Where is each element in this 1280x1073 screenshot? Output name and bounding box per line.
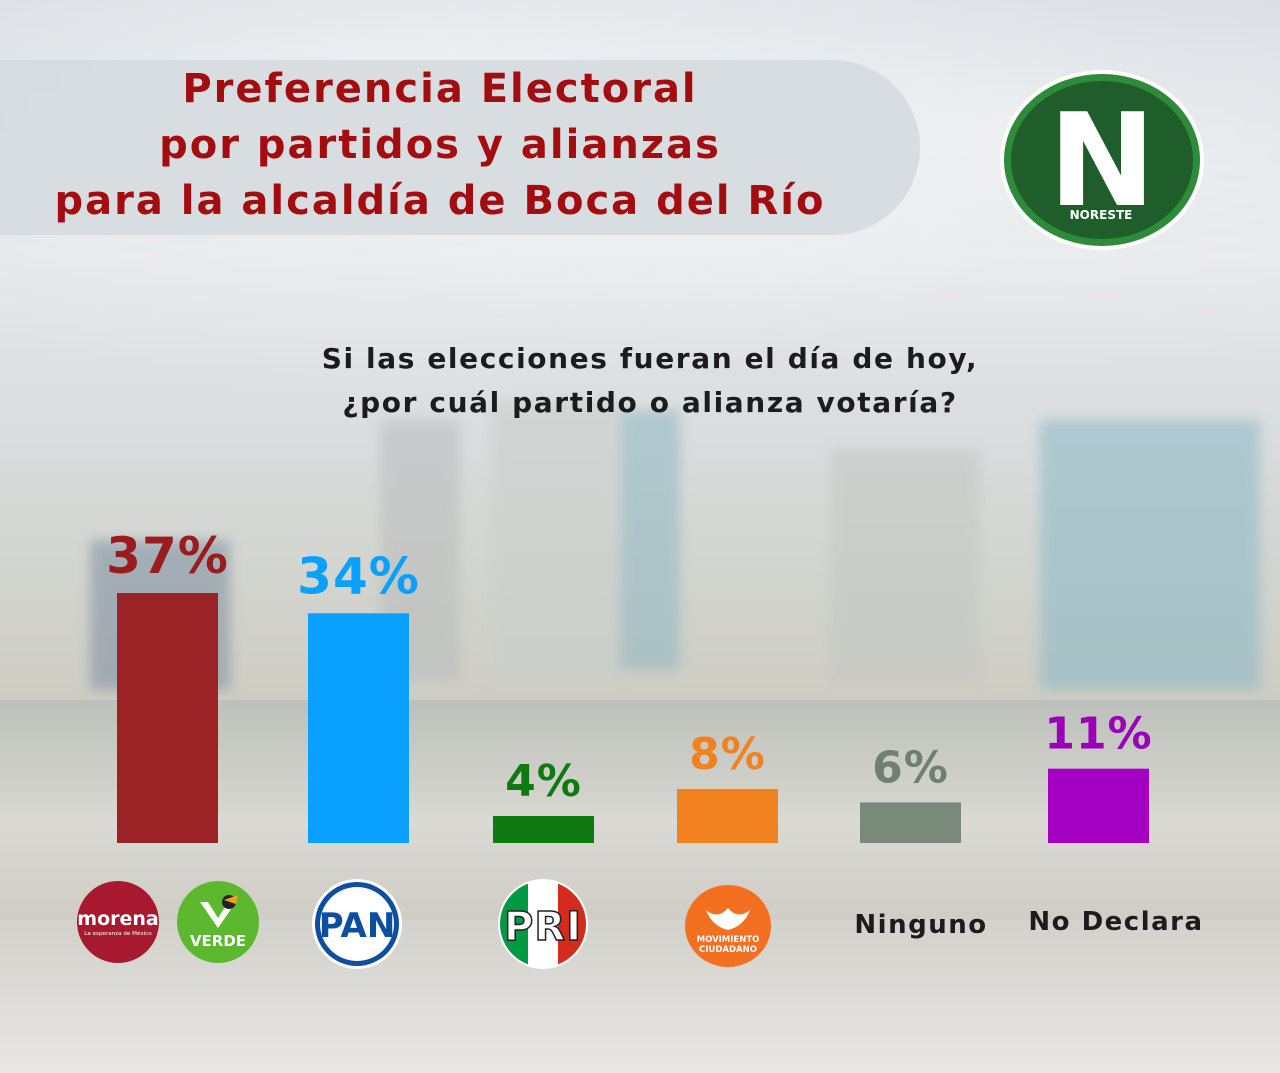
- pan-logo-name: PAN: [319, 906, 396, 946]
- morena-logo-name: morena: [77, 908, 158, 930]
- noreste-logo: N NORESTE: [1000, 70, 1204, 250]
- bar-6: [1048, 768, 1149, 843]
- value-label-4: 8%: [689, 729, 766, 780]
- background-building: [830, 450, 980, 680]
- mc-logo-name-2: CIUDADANO: [699, 945, 757, 955]
- title-banner: [0, 60, 920, 235]
- chart-title-line-3: para la alcaldía de Boca del Río: [54, 178, 826, 224]
- bar-5: [860, 802, 961, 843]
- verde-logo: VERDE: [177, 881, 259, 963]
- pan-logo: PAN: [312, 879, 402, 969]
- noreste-logo-name: NORESTE: [1070, 208, 1133, 222]
- value-label-3: 4%: [505, 756, 582, 807]
- value-label-2: 34%: [297, 547, 420, 605]
- morena-logo: morena La esperanza de México: [77, 881, 159, 963]
- background-building: [620, 410, 680, 670]
- background-building: [1040, 420, 1260, 690]
- pri-logo-name: PRI: [504, 904, 582, 950]
- bar-3: [493, 815, 594, 843]
- pri-logo: PRI: [498, 879, 588, 969]
- background-building: [490, 400, 620, 680]
- mc-logo-name-1: MOVIMIENTO: [697, 935, 760, 945]
- chart-title-line-2: por partidos y alianzas: [159, 122, 721, 168]
- category-label-no-declara: No Declara: [1028, 907, 1204, 937]
- bar-4: [677, 788, 778, 843]
- chart-title-line-1: Preferencia Electoral: [182, 66, 698, 112]
- value-label-6: 11%: [1044, 709, 1152, 760]
- morena-logo-tagline: La esperanza de México: [84, 930, 152, 937]
- value-label-5: 6%: [872, 742, 949, 793]
- noreste-logo-letter: N: [1048, 87, 1155, 236]
- question-line-1: Si las elecciones fueran el día de hoy,: [321, 342, 979, 375]
- bar-2: [308, 613, 409, 843]
- bar-1: [117, 593, 218, 843]
- movimiento-ciudadano-logo: MOVIMIENTO CIUDADANO: [685, 885, 771, 967]
- category-label-ninguno: Ninguno: [854, 910, 988, 940]
- value-label-1: 37%: [106, 527, 229, 585]
- verde-logo-name: VERDE: [190, 932, 246, 950]
- question-line-2: ¿por cuál partido o alianza votaría?: [342, 386, 958, 419]
